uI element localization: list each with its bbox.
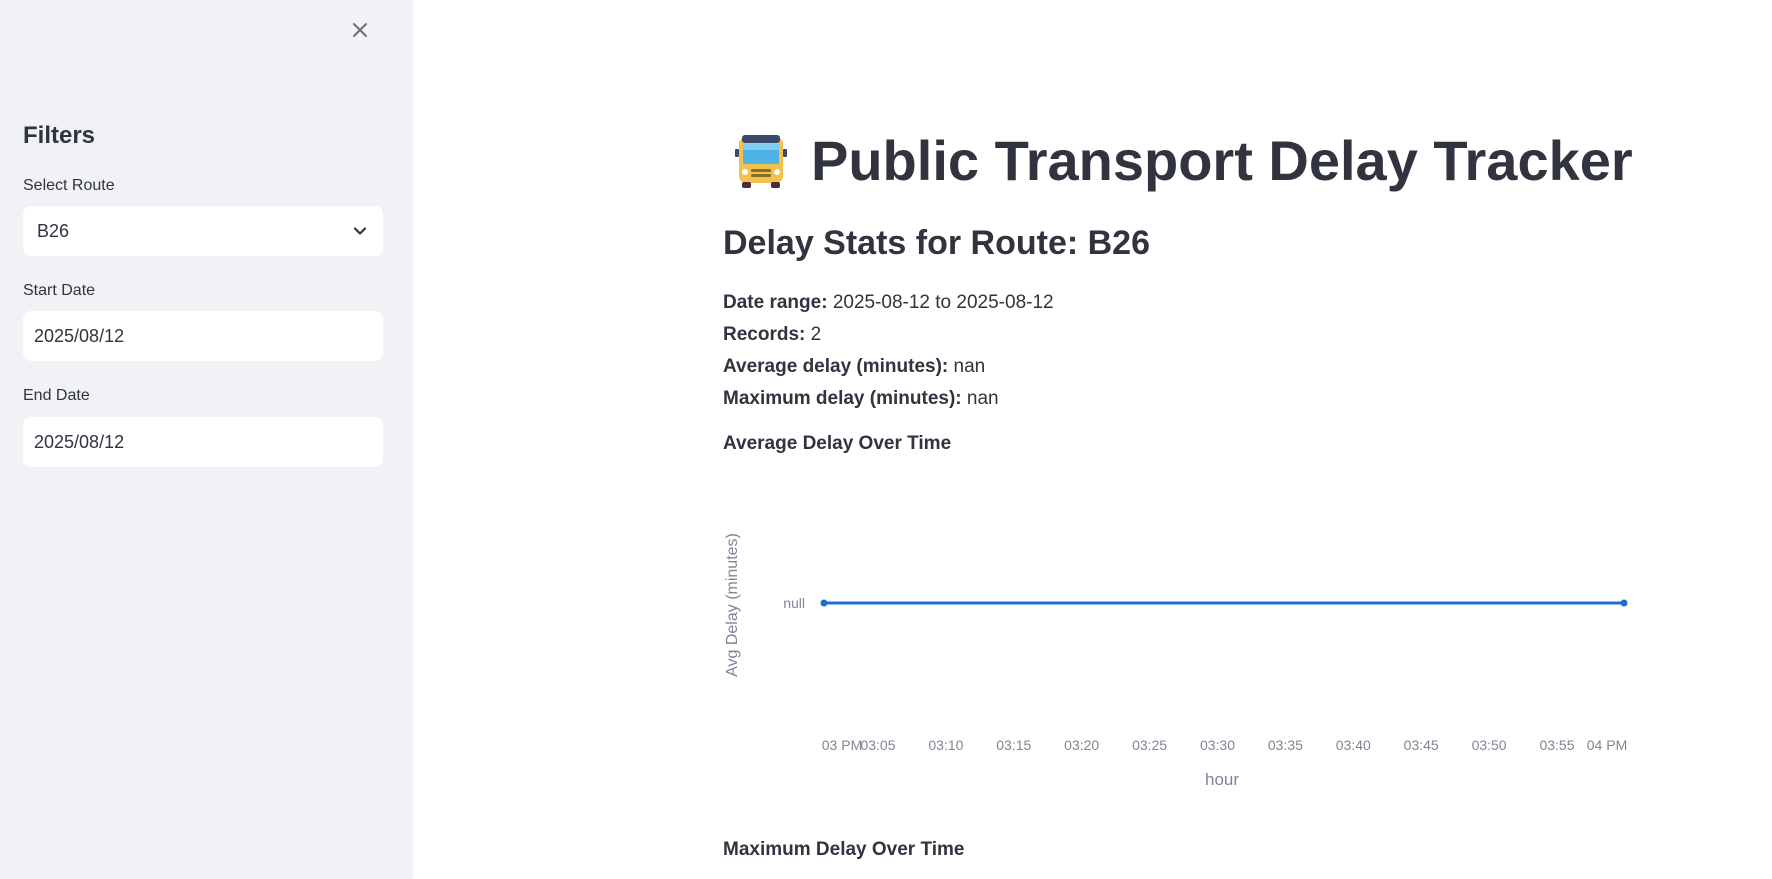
x-tick-label: 03:55 xyxy=(1539,737,1574,753)
max-delay-stat: Maximum delay (minutes): nan xyxy=(723,388,999,410)
x-tick-label: 03:40 xyxy=(1336,737,1371,753)
end-date-input[interactable]: 2025/08/12 xyxy=(23,417,383,467)
x-tick-label: 03:05 xyxy=(860,737,895,753)
records-stat: Records: 2 xyxy=(723,324,821,346)
x-tick-label: 03:15 xyxy=(996,737,1031,753)
filters-heading: Filters xyxy=(23,122,96,149)
max-delay-label: Maximum delay (minutes): xyxy=(723,388,962,409)
x-tick-label: 03:45 xyxy=(1404,737,1439,753)
date-range-stat: Date range: 2025-08-12 to 2025-08-12 xyxy=(723,292,1054,314)
bus-icon xyxy=(735,134,787,188)
x-tick-label: 03:35 xyxy=(1268,737,1303,753)
route-stats-heading: Delay Stats for Route: B26 xyxy=(723,224,1150,262)
close-icon xyxy=(353,23,367,37)
x-tick-label: 04 PM xyxy=(1587,737,1627,753)
data-point[interactable] xyxy=(820,599,828,607)
y-tick-label: null xyxy=(783,595,805,611)
x-tick-label: 03:25 xyxy=(1132,737,1167,753)
avg-delay-stat: Average delay (minutes): nan xyxy=(723,356,985,378)
page-title: Public Transport Delay Tracker xyxy=(811,129,1633,192)
date-range-label: Date range: xyxy=(723,292,828,313)
avg-delay-label: Average delay (minutes): xyxy=(723,356,949,377)
sidebar: Filters Select Route B26 Start Date 2025… xyxy=(0,0,413,879)
x-tick-label: 03:10 xyxy=(928,737,963,753)
close-sidebar-button[interactable] xyxy=(348,16,372,44)
start-date-input[interactable]: 2025/08/12 xyxy=(23,311,383,361)
records-value: 2 xyxy=(810,324,822,345)
avg-delay-value: nan xyxy=(953,356,986,377)
start-date-label: Start Date xyxy=(23,282,96,299)
route-label: Select Route xyxy=(23,177,115,194)
page-title-row: Public Transport Delay Tracker xyxy=(731,128,1633,193)
max-chart-title: Maximum Delay Over Time xyxy=(723,839,965,860)
route-select-value: B26 xyxy=(37,220,70,241)
data-point[interactable] xyxy=(1620,599,1628,607)
x-tick-label: 03 PM xyxy=(822,737,862,753)
end-date-label: End Date xyxy=(23,387,90,404)
max-delay-value: nan xyxy=(966,388,999,409)
main-content: Public Transport Delay Tracker Delay Sta… xyxy=(413,0,1772,879)
x-axis-title: hour xyxy=(1205,770,1239,789)
y-axis-title: Avg Delay (minutes) xyxy=(724,533,741,677)
date-range-value: 2025-08-12 to 2025-08-12 xyxy=(832,292,1054,313)
x-tick-label: 03:50 xyxy=(1472,737,1507,753)
x-tick-label: 03:20 xyxy=(1064,737,1099,753)
x-tick-label: 03:30 xyxy=(1200,737,1235,753)
end-date-value: 2025/08/12 xyxy=(34,431,125,452)
chevron-down-icon xyxy=(351,222,369,240)
route-select[interactable]: B26 xyxy=(23,206,383,256)
records-label: Records: xyxy=(723,324,806,345)
start-date-value: 2025/08/12 xyxy=(34,325,125,346)
avg-chart-title: Average Delay Over Time xyxy=(723,433,952,454)
